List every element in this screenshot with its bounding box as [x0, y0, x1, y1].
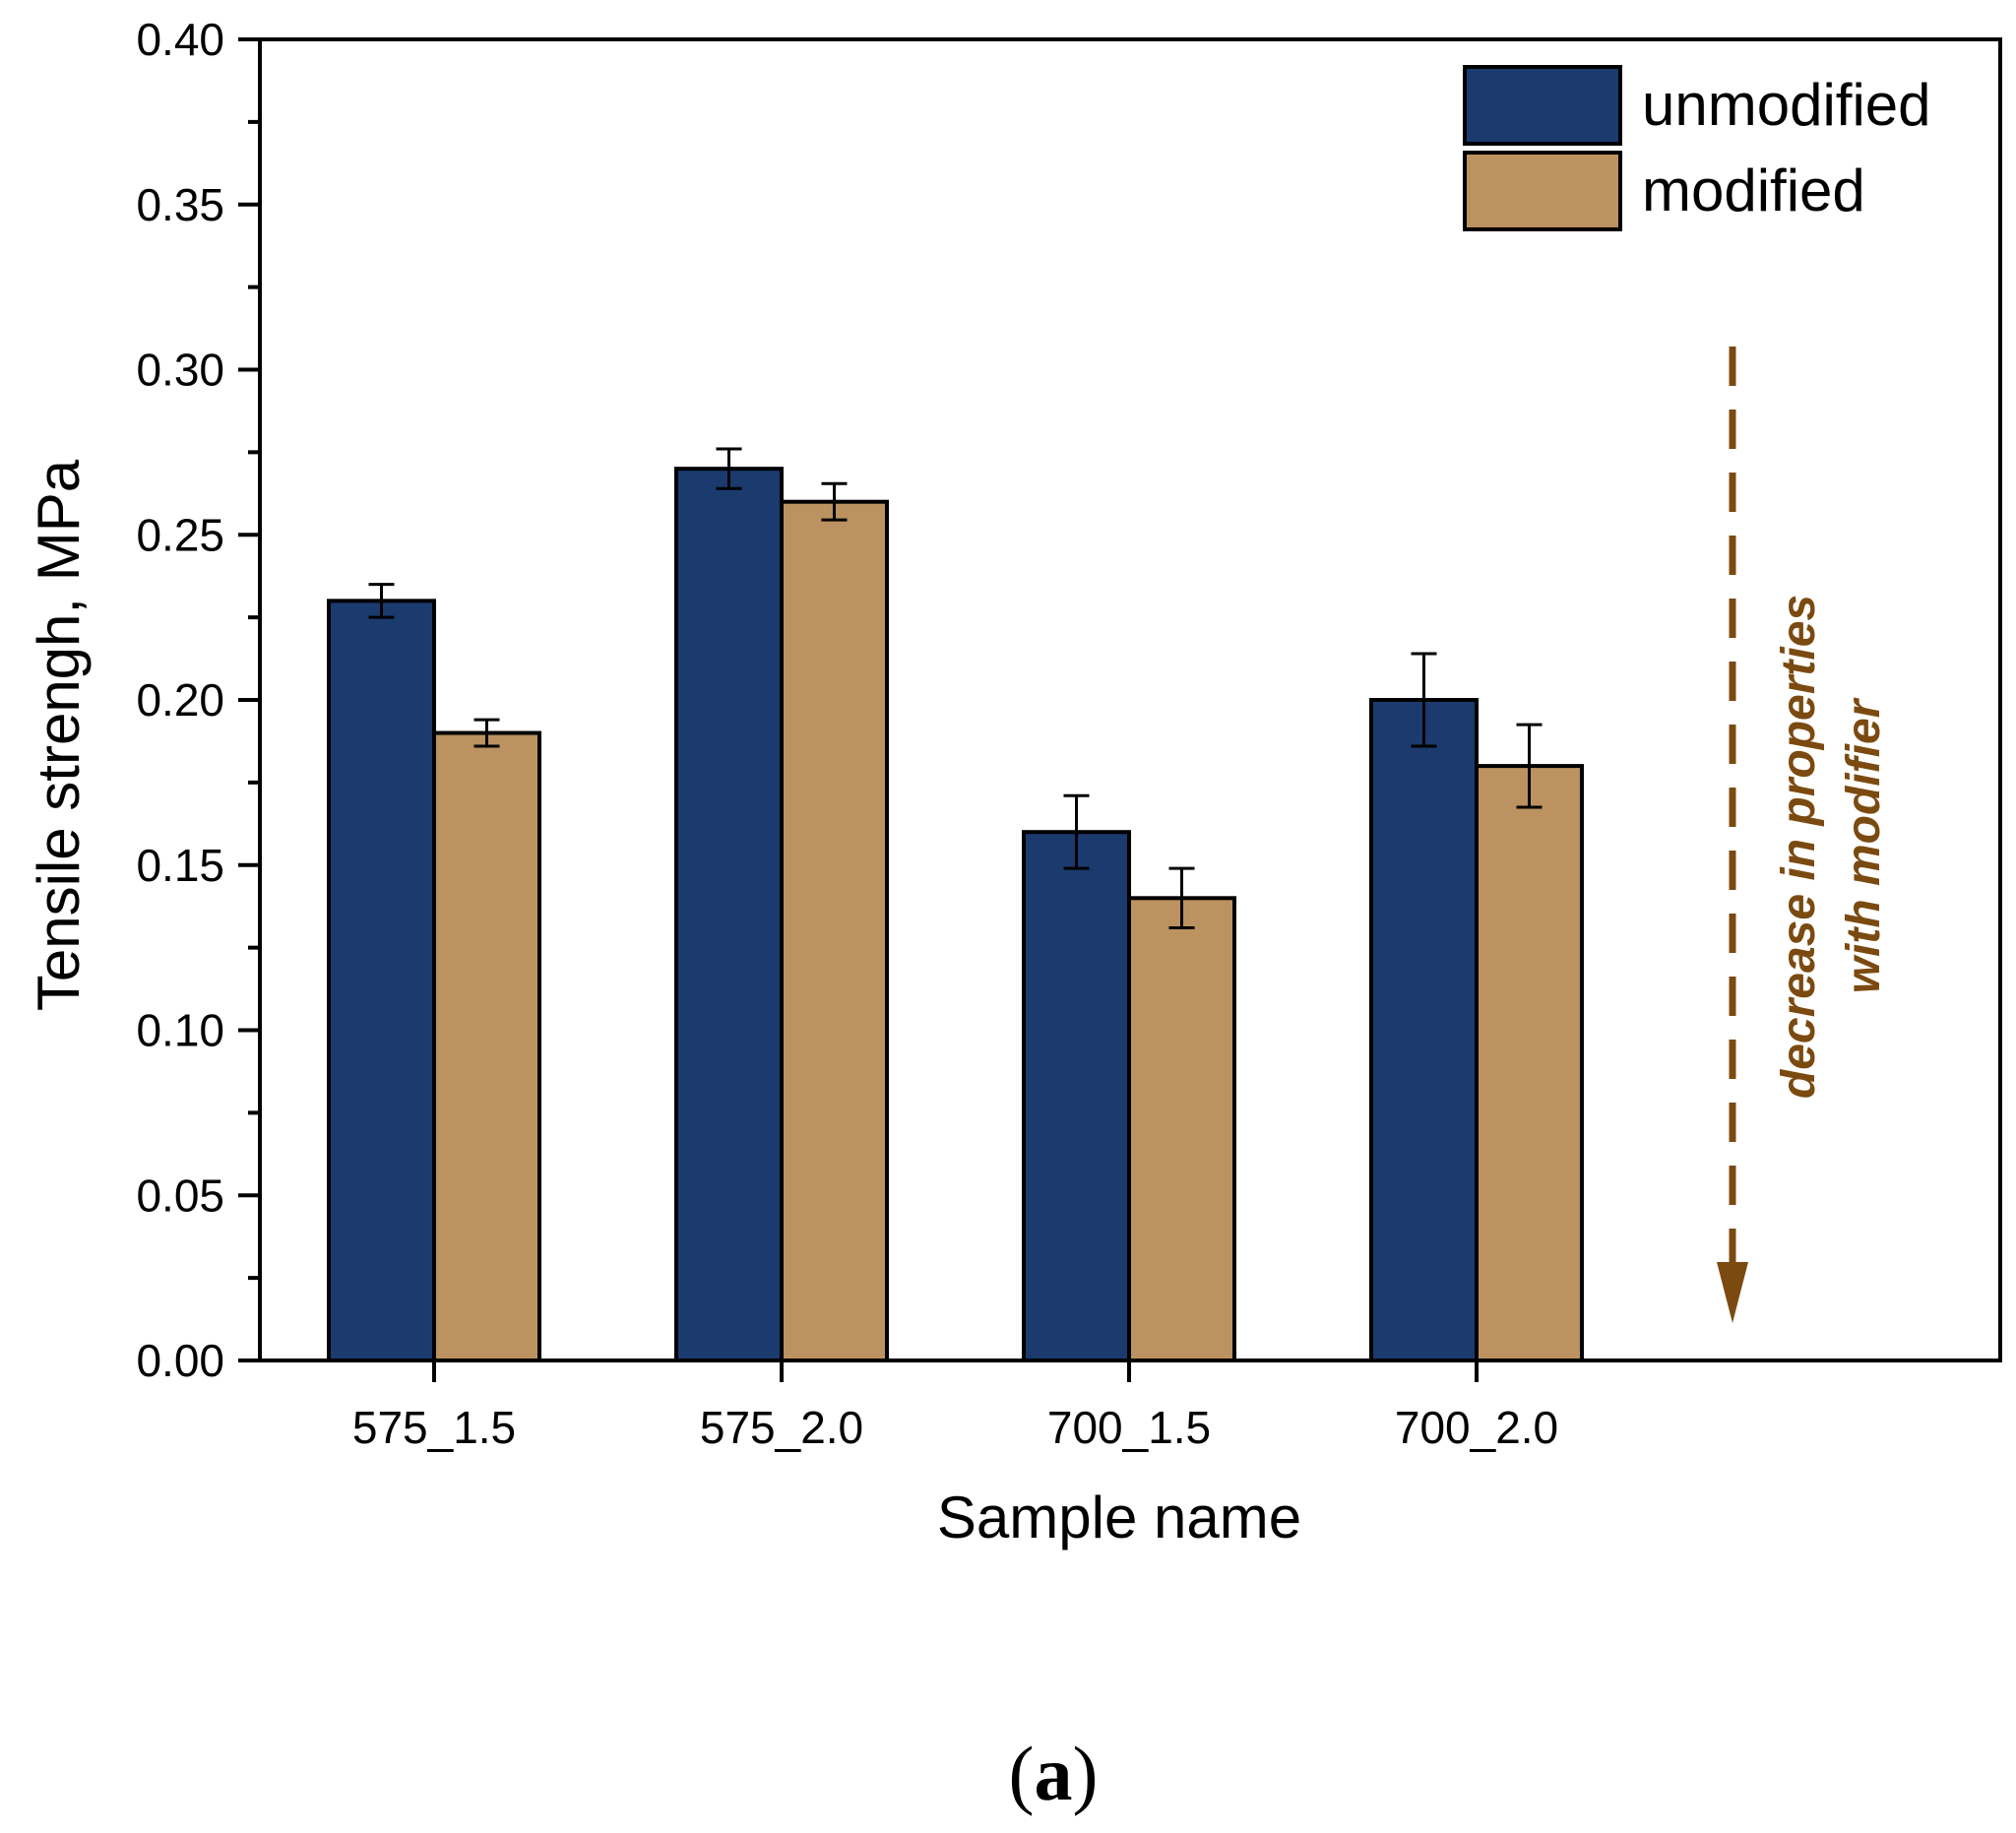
panel-label-letter: a	[1035, 1731, 1073, 1816]
annotation-line-1: with modifier	[1838, 697, 1890, 993]
legend-label-modified: modified	[1642, 158, 1865, 223]
y-axis: 0.00 0.05 0.10 0.15 0.20 0.25 0.30 0.35 0.40	[136, 14, 260, 1386]
panel-label-close: )	[1073, 1731, 1099, 1816]
annotation-text-group: decrease in properties with modifier	[1773, 595, 1890, 1099]
bar-unmodified-575_2.0	[674, 467, 784, 1362]
bar-unmodified-700_1.5	[1022, 830, 1131, 1362]
y-tick-label-2: 0.10	[136, 1005, 224, 1056]
legend-swatch-unmodified	[1463, 65, 1622, 146]
y-tick-label-3: 0.15	[136, 840, 224, 891]
error-bars	[368, 447, 1543, 929]
y-tick-label-1: 0.05	[136, 1169, 224, 1221]
x-tick-label-0: 575_1.5	[352, 1402, 516, 1453]
legend-swatch-modified	[1463, 151, 1622, 231]
legend: unmodified modified	[1463, 65, 1931, 231]
bar-unmodified-700_2.0	[1369, 698, 1479, 1362]
y-tick-label-5: 0.25	[136, 509, 224, 560]
x-tick-label-2: 700_1.5	[1047, 1402, 1211, 1453]
y-tick-label-7: 0.35	[136, 179, 224, 230]
y-tick-label-8: 0.40	[136, 14, 224, 65]
bars	[327, 467, 1584, 1362]
x-axis: 575_1.5 575_2.0 700_1.5 700_2.0	[352, 1360, 1558, 1453]
bar-unmodified-575_1.5	[327, 599, 436, 1362]
panel-label-open: (	[1009, 1731, 1035, 1816]
annotation: decrease in properties with modifier	[1717, 347, 1890, 1323]
x-tick-label-1: 575_2.0	[700, 1402, 863, 1453]
x-axis-title: Sample name	[937, 1485, 1301, 1550]
y-tick-label-6: 0.30	[136, 345, 224, 396]
bar-modified-575_1.5	[432, 730, 541, 1362]
annotation-line-0: decrease in properties	[1773, 595, 1825, 1099]
y-axis-title: Tensile strengh, MPa	[26, 459, 92, 1011]
bar-modified-575_2.0	[780, 499, 889, 1362]
panel-label: (a)	[1009, 1731, 1099, 1816]
y-tick-label-4: 0.20	[136, 674, 224, 726]
legend-label-unmodified: unmodified	[1642, 72, 1931, 138]
y-tick-label-0: 0.00	[136, 1335, 224, 1386]
bar-modified-700_2.0	[1475, 764, 1584, 1362]
bar-modified-700_1.5	[1127, 896, 1236, 1362]
arrow-head-icon	[1717, 1262, 1748, 1323]
x-tick-label-3: 700_2.0	[1395, 1402, 1558, 1453]
